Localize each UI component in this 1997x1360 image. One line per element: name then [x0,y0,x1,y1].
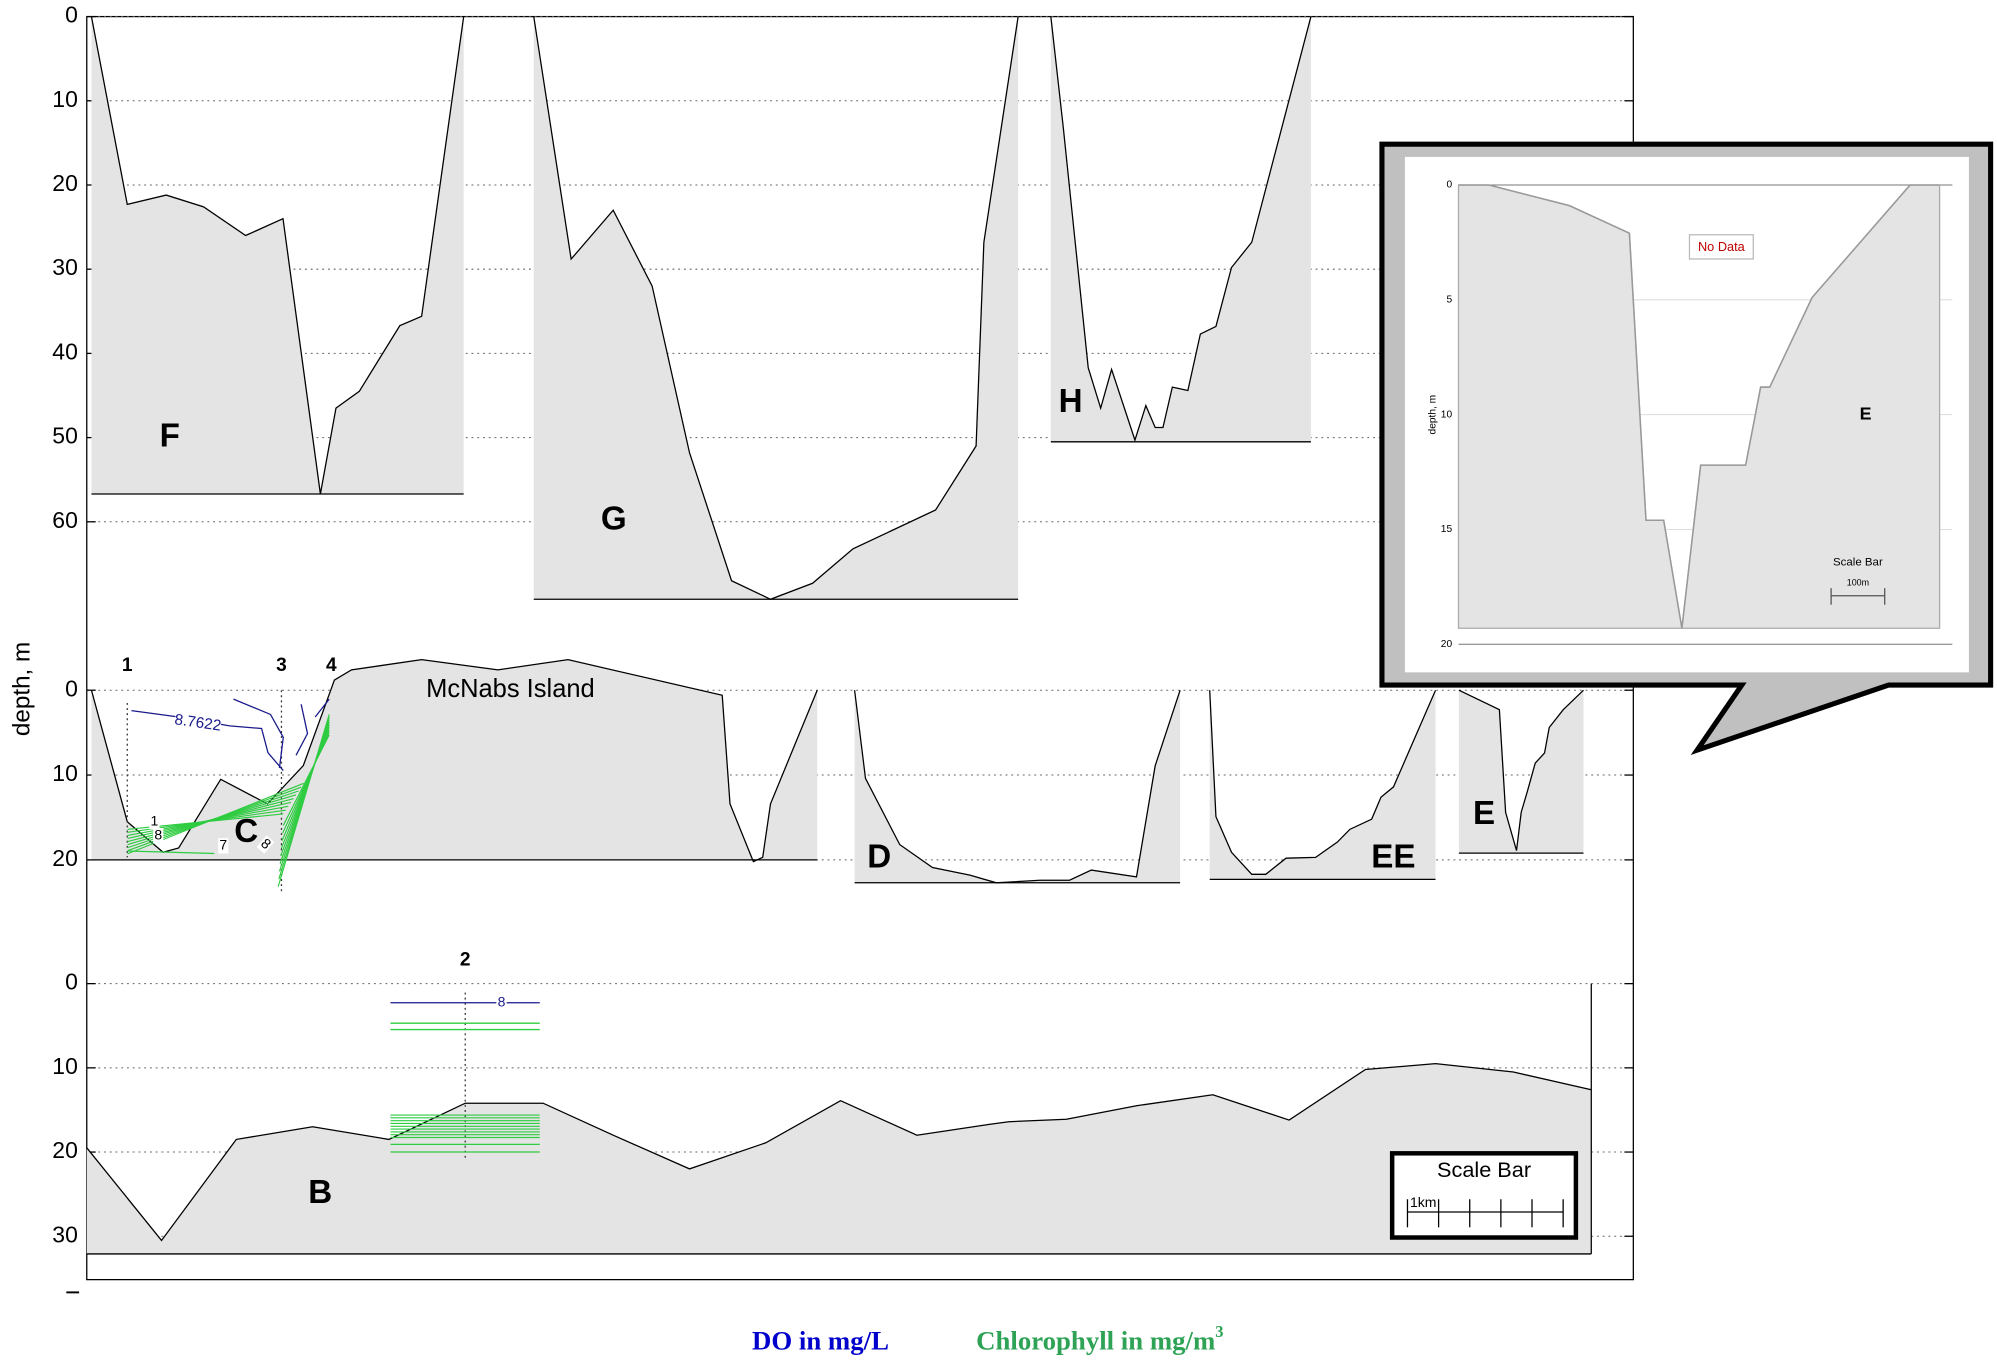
legend-superscript: 3 [1215,1322,1223,1341]
inset-y-axis-label: depth, m [1428,395,1439,435]
contour-label-bg [496,995,507,1011]
chlorophyll-contour [127,850,215,855]
y-tick-label: 50 [52,423,78,449]
depth-profile [1050,16,1312,443]
no-data-box [1688,234,1754,260]
station-label: 1 [122,655,133,676]
inset-y-tick-label: 5 [1446,295,1452,306]
inset-section-label: E [1860,403,1872,423]
inset-y-tick-label: 10 [1441,409,1453,420]
section-label: EE [1371,838,1415,875]
legend: Chlorophyll in mg/m3 [976,1322,1223,1356]
section-label: D [867,838,891,875]
y-tick-label: 0 [65,675,78,701]
inset-y-tick-label: 15 [1441,524,1453,535]
inset-scale-bar-label: 100m [1847,577,1869,587]
contour-label-bg [153,827,164,844]
scale-bar-label: 1km [1410,1194,1436,1210]
contour-label-bg [218,838,229,854]
y-tick-label: 60 [52,507,78,533]
contour-label: 8.7622 [173,711,222,734]
depth-profile [86,1062,1592,1242]
seabed [1209,690,1436,880]
y-tick-label: 0 [65,2,78,28]
seabed [91,16,464,495]
legend: DO in mg/L [752,1326,889,1356]
y-tick-label: 20 [52,1137,78,1163]
inset-annotation: No Data [1698,239,1746,254]
y-tick-label: 10 [52,1053,78,1079]
contour-label-bg [256,835,275,854]
y-tick-label: 30 [52,254,78,280]
contour-label: 1 [151,812,159,828]
y-tick-label: 30 [52,1221,78,1247]
y-tick-label: 10 [52,86,78,112]
inset-profile [1458,184,1940,629]
do-contour [314,698,330,718]
depth-profile [90,659,818,863]
chlorophyll-contour [282,734,330,826]
seabed [1050,16,1311,442]
seabed [854,690,1181,883]
contour-label-bg [149,813,160,830]
scale-bar-box [1389,1151,1579,1240]
inset-scale-bar-title: Scale Bar [1833,557,1883,569]
legend-entry: Chlorophyll in mg/m [976,1326,1215,1356]
y-tick-label: 0 [65,969,78,995]
contour-label-bg [173,712,222,735]
depth-profile [90,16,465,495]
inset-y-tick-label: 0 [1446,180,1452,191]
do-contour [233,698,284,769]
contour-label: 8 [154,826,162,842]
y-tick-label: 40 [52,338,78,364]
contour-label: 7 [219,837,227,853]
seabed [1458,690,1584,854]
inset-y-tick-label: 20 [1441,639,1453,650]
section-label: B [308,1174,332,1211]
station-label: 4 [326,655,337,676]
seabed [533,16,1019,600]
section-label: C [234,813,258,850]
y-tick-label: 20 [52,170,78,196]
station-label: 3 [276,655,287,676]
legend-entry: DO in mg/L [752,1326,889,1356]
island-label: McNabs Island [426,675,595,703]
section-label: G [601,500,627,537]
contour-label: 8 [498,993,506,1009]
do-contour [131,709,284,771]
station-label: 2 [460,950,471,971]
depth-profile [1458,689,1584,851]
section-label: E [1473,795,1495,832]
depth-profile [1209,689,1437,875]
section-label: H [1059,383,1083,420]
y-tick-label: 10 [52,760,78,786]
scale-bar-title: Scale Bar [1437,1157,1531,1182]
y-axis-label: depth, m [8,642,35,736]
seabed [86,1063,1592,1254]
seabed [91,659,818,862]
do-contour [295,704,309,756]
section-label: F [160,417,180,454]
y-tick-label: 20 [52,845,78,871]
depth-profile [853,690,1181,884]
